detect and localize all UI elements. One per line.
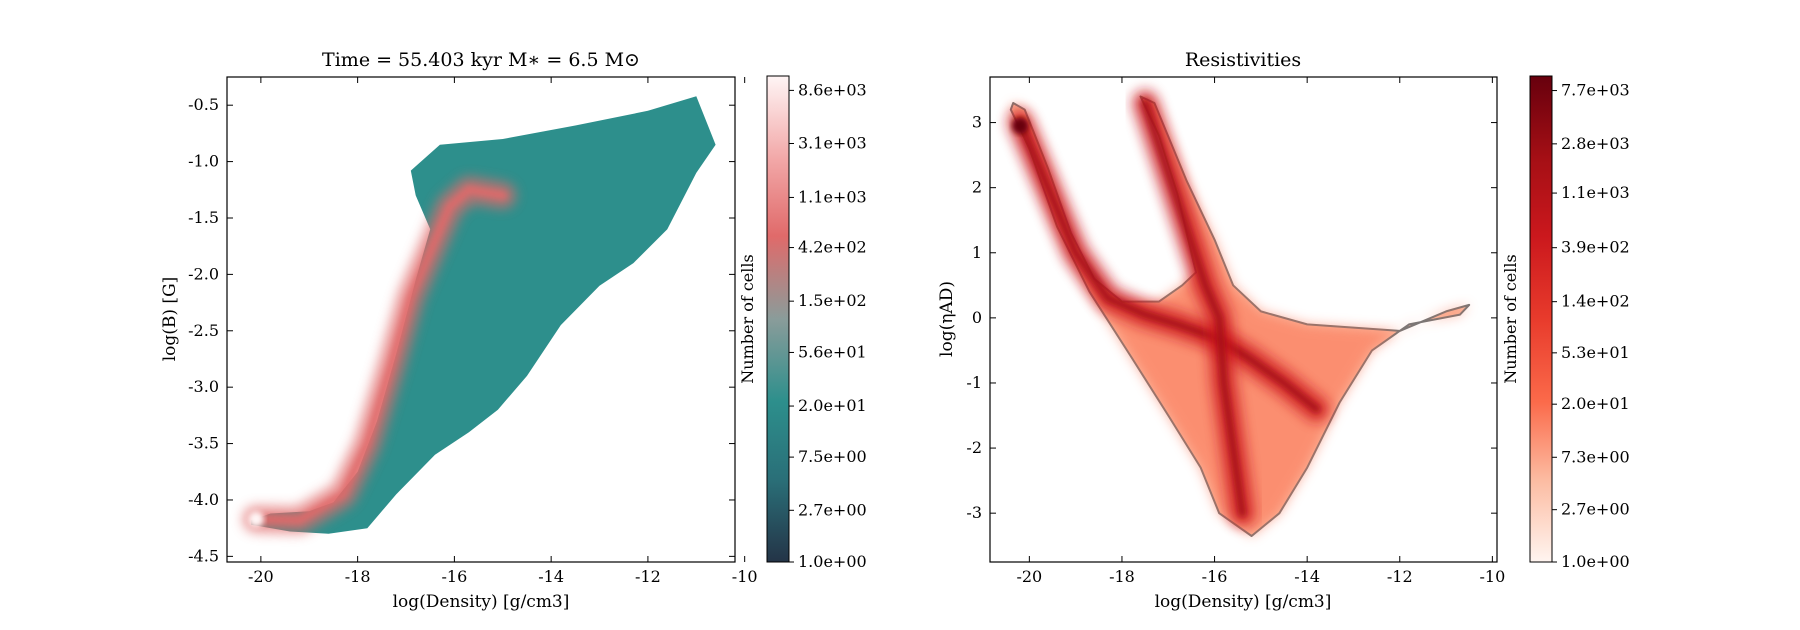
density-ridge-1 (1016, 118, 1321, 413)
x-tick-label: -16 (442, 567, 468, 586)
density-peak (1012, 117, 1029, 134)
colorbar-label-magnetic-field: Number of cells (738, 254, 757, 383)
y-tick-label: -2.5 (188, 321, 219, 340)
x-tick-label: -20 (248, 567, 274, 586)
chart-title-magnetic-field: Time = 55.403 kyr M∗ = 6.5 M⊙ (322, 49, 640, 71)
colorbar-ticks-magnetic-field: 1.0e+00 2.7e+00 7.5e+00 2.0e+01 5.6e+01 1.5e+… (789, 80, 867, 571)
colorbar-tick-label: 1.1e+03 (1561, 183, 1630, 202)
density-ridge-1 (252, 185, 507, 525)
density-region-core (1010, 96, 1470, 536)
colorbar-tick-label: 3.9e+02 (1561, 238, 1630, 257)
x-tick-label: -12 (1387, 567, 1413, 586)
y-tick-label: -1.0 (188, 152, 219, 171)
colorbar-tick-label: 5.3e+01 (1561, 343, 1630, 362)
y-tick-label: -3.5 (188, 434, 219, 453)
y-tick-label: 3 (972, 113, 982, 132)
panel-resistivities: Resistivities -20 -18 -16 -14 -12 -10-3-2-101… (937, 49, 1630, 612)
colorbar-tick-label: 7.7e+03 (1561, 81, 1630, 100)
colorbar-tick-label: 2.7e+00 (1561, 500, 1630, 519)
density-ridge-2 (1141, 99, 1247, 518)
y-tick-label: -1 (966, 373, 982, 392)
panel-magnetic-field: Time = 55.403 kyr M∗ = 6.5 M⊙ -20 -18 -16-… (160, 49, 867, 612)
x-tick-label: -14 (1294, 567, 1320, 586)
colorbar-resistivities (1529, 75, 1553, 563)
x-tick-label: -18 (1109, 567, 1135, 586)
y-axis-label-resistivities: log(ηAD) (937, 281, 957, 357)
y-tick-label: -3.0 (188, 377, 219, 396)
plot-area-resistivities (1007, 90, 1471, 537)
colorbar-label-resistivities: Number of cells (1501, 254, 1520, 383)
axes-frame-magnetic-field (226, 76, 736, 563)
colorbar-tick-label: 7.5e+00 (798, 447, 867, 466)
plot-area-magnetic-field (243, 96, 716, 534)
colorbar-tick-label: 1.4e+02 (1561, 292, 1630, 311)
colorbar-tick-label: 1.0e+00 (798, 552, 867, 571)
colorbar-magnetic-field (766, 75, 790, 563)
ticks-magnetic-field: -20 -18 -16 -14 -12 -10 -4.5 -4.0 -3.5 -3.0 -2.5 -2… (188, 77, 758, 586)
y-tick-label: -1.5 (188, 208, 219, 227)
x-tick-label: -10 (732, 567, 758, 586)
y-tick-label: -2 (966, 438, 982, 457)
colorbar-tick-label: 3.1e+03 (798, 134, 867, 153)
colorbar-tick-label: 2.8e+03 (1561, 134, 1630, 153)
colorbar-tick-label: 2.0e+01 (798, 396, 867, 415)
colorbar-tick-label: 5.6e+01 (798, 342, 867, 361)
x-tick-label: -10 (1479, 567, 1505, 586)
y-tick-label: -3 (966, 503, 982, 522)
x-tick-label: -14 (538, 567, 564, 586)
colorbar-tick-label: 2.7e+00 (798, 500, 867, 519)
density-region (251, 96, 716, 534)
x-axis-label-magnetic-field: log(Density) [g/cm3] (393, 592, 570, 612)
y-tick-label: -4.0 (188, 490, 219, 509)
colorbar-tick-label: 8.6e+03 (798, 80, 867, 99)
y-tick-label: 0 (972, 308, 982, 327)
y-tick-label: -2.0 (188, 264, 219, 283)
colorbar-tick-label: 2.0e+01 (1561, 394, 1630, 413)
y-tick-label: -4.5 (188, 546, 219, 565)
colorbar-tick-label: 1.0e+00 (1561, 552, 1630, 571)
colorbar-tick-label: 1.1e+03 (798, 187, 867, 206)
y-axis-label-magnetic-field: log(B) [G] (160, 277, 180, 362)
x-axis-label-resistivities: log(Density) [g/cm3] (1155, 592, 1332, 612)
y-tick-label: 2 (972, 178, 982, 197)
chart-title-resistivities: Resistivities (1185, 49, 1301, 71)
colorbar-tick-label: 7.3e+00 (1561, 447, 1630, 466)
colorbar-ticks-resistivities: 1.0e+00 2.7e+00 7.3e+00 2.0e+01 5.3e+01 1.4e+… (1552, 81, 1630, 571)
axes-frame-resistivities (989, 76, 1498, 563)
x-tick-label: -20 (1016, 567, 1042, 586)
density-peak (248, 511, 265, 528)
y-tick-label: -0.5 (188, 95, 219, 114)
x-tick-label: -12 (635, 567, 661, 586)
y-tick-label: 1 (972, 243, 982, 262)
colorbar-tick-label: 4.2e+02 (798, 238, 867, 257)
colorbar-tick-label: 1.5e+02 (798, 291, 867, 310)
x-tick-label: -16 (1202, 567, 1228, 586)
x-tick-label: -18 (345, 567, 371, 586)
